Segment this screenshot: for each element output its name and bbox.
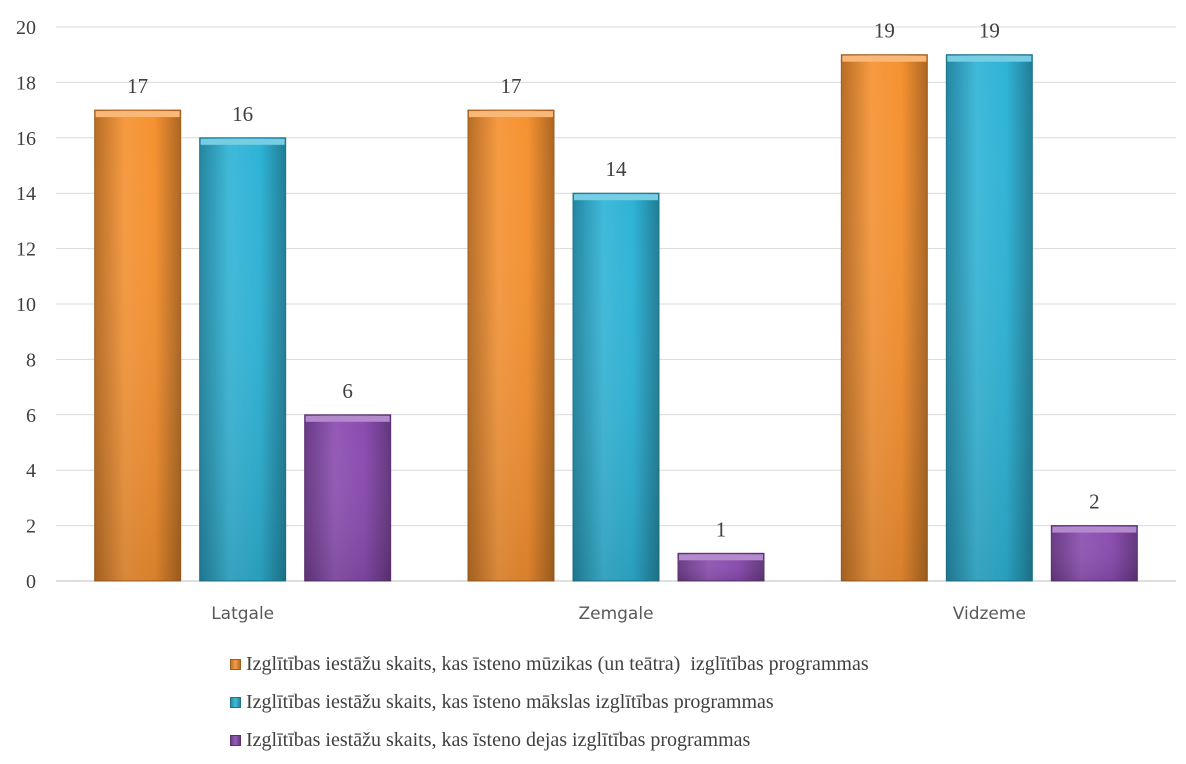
bar-cap (305, 415, 390, 422)
bar-cap (679, 554, 763, 561)
data-label: 19 (979, 19, 1000, 43)
category-label: Latgale (211, 604, 274, 624)
bar-cap (574, 194, 658, 201)
data-label: 6 (342, 379, 353, 403)
bar-shading (1051, 525, 1138, 581)
y-tick-label: 12 (16, 239, 36, 261)
y-tick-label: 18 (16, 72, 36, 94)
category-label: Zemgale (578, 604, 653, 624)
y-tick-label: 16 (16, 128, 36, 150)
y-tick-label: 20 (16, 17, 36, 39)
bar-shading (841, 54, 928, 581)
x-axis-categories: Latgale Zemgale Vidzeme (211, 604, 1026, 624)
legend-label: Izglītības iestāžu skaits, kas īsteno mū… (246, 653, 869, 675)
y-tick-label: 2 (26, 516, 36, 538)
y-tick-label: 14 (16, 183, 36, 205)
y-tick-label: 6 (26, 405, 36, 427)
y-axis-ticks: 0 2 4 6 8 10 12 14 16 18 20 (16, 17, 36, 593)
data-label: 14 (606, 157, 628, 181)
legend-swatch (230, 659, 241, 670)
data-label: 17 (127, 74, 148, 98)
data-labels: 17 16 6 17 14 1 19 19 2 (127, 19, 1099, 542)
legend-item: Izglītības iestāžu skaits, kas īsteno mū… (230, 650, 1130, 679)
legend-swatch (230, 735, 241, 746)
chart-legend: Izglītības iestāžu skaits, kas īsteno mū… (230, 650, 1130, 764)
legend-label: Izglītības iestāžu skaits, kas īsteno mā… (246, 691, 774, 713)
legend-item: Izglītības iestāžu skaits, kas īsteno mā… (230, 688, 1130, 717)
y-tick-label: 10 (16, 294, 36, 316)
bar-shading (304, 414, 391, 581)
bar-cap (842, 55, 927, 62)
y-tick-label: 4 (26, 460, 36, 482)
bar-cap (947, 55, 1032, 62)
data-label: 16 (232, 102, 253, 126)
data-label: 2 (1089, 490, 1100, 514)
bar-shading (199, 137, 286, 582)
y-tick-label: 0 (26, 571, 36, 593)
bar-cap (469, 111, 553, 118)
bar-cap (1052, 526, 1137, 533)
data-label: 1 (716, 517, 727, 541)
category-label: Vidzeme (953, 604, 1026, 624)
y-tick-label: 8 (26, 349, 36, 371)
data-label: 17 (501, 74, 522, 98)
bar-shading (573, 193, 659, 581)
bar-shading (94, 110, 181, 581)
bar-cap (95, 111, 180, 118)
bar-shading (946, 54, 1033, 581)
bar-shading (468, 110, 554, 581)
data-label: 19 (874, 19, 895, 43)
bars (94, 54, 1138, 582)
legend-item: Izglītības iestāžu skaits, kas īsteno de… (230, 726, 1130, 755)
bar-cap (200, 138, 285, 145)
legend-swatch (230, 697, 241, 708)
legend-label: Izglītības iestāžu skaits, kas īsteno de… (246, 729, 751, 751)
